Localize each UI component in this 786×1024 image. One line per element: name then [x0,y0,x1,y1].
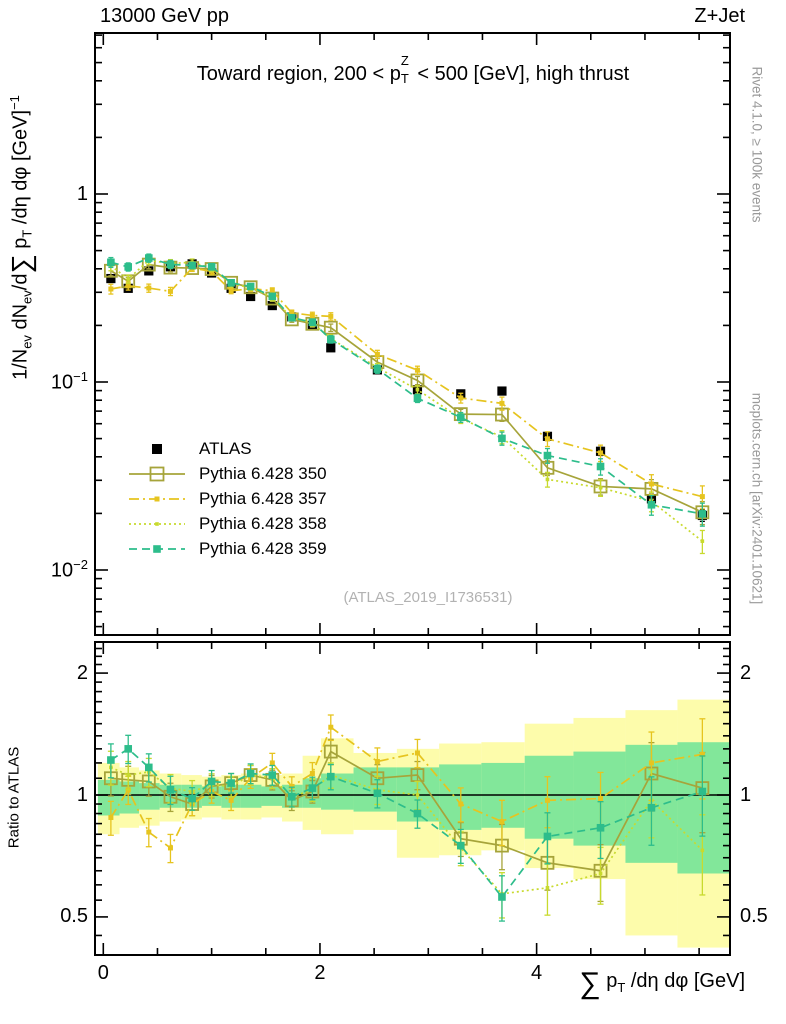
y-tick-label-main: 10−2 [50,557,88,582]
rivet-version-note: Rivet 4.1.0, ≥ 100k events [749,66,765,223]
y-tick-label-ratio-right: 1 [740,783,752,806]
legend-label: Pythia 6.428 359 [199,538,327,558]
y-tick-label-ratio-left: 2 [76,661,88,684]
y-tick-label-main: 10−1 [50,369,88,394]
legend-label: Pythia 6.428 357 [199,488,327,508]
y-tick-label-ratio-right: 0.5 [740,905,768,928]
legend-marker-sample [129,521,185,526]
legend-item: Pythia 6.428 350 [128,461,327,486]
x-tick-label: 2 [314,961,326,984]
y-tick-label-ratio-left: 0.5 [60,905,88,928]
process-label: Z+Jet [694,5,745,27]
legend-item: Pythia 6.428 358 [128,511,327,536]
plot-title-text2: < 500 [GeV], high thrust [411,63,630,85]
y-tick-label-main: 1 [76,182,88,205]
legend-item: Pythia 6.428 359 [128,536,327,561]
sum-symbol: ∑ [6,254,37,274]
x-tick-label: 0 [97,961,109,984]
ratio-panel [96,699,729,948]
plot-title-text: Toward region, 200 < p [196,63,401,85]
x-tick-label: 4 [531,961,543,984]
x-axis-label: ∑ pT /dη dφ [GeV] [579,967,745,1000]
legend-item: ATLAS [128,436,327,461]
legend-label: Pythia 6.428 350 [199,463,327,483]
sum-symbol: ∑ [579,967,601,1000]
legend-marker-sample [129,544,185,553]
legend-label: ATLAS [199,438,252,458]
analysis-id-watermark: (ATLAS_2019_I1736531) [343,589,513,606]
legend-label: Pythia 6.428 358 [199,513,327,533]
main-panel [103,253,710,555]
y-tick-label-ratio-right: 2 [740,661,752,684]
legend: ATLAS Pythia 6.428 350 Pythia 6.428 357 Pyt… [128,436,327,561]
beam-energy-label: 13000 GeV pp [100,5,229,27]
legend-marker-sample [129,466,185,481]
legend-marker-sample [152,443,162,454]
legend-marker-sample [129,496,185,501]
mcplots-arxiv-note: mcplots.cern.ch [arXiv:2401.10621] [749,392,765,605]
axes [94,32,731,956]
y-tick-label-ratio-left: 1 [76,783,88,806]
legend-item: Pythia 6.428 357 [128,486,327,511]
